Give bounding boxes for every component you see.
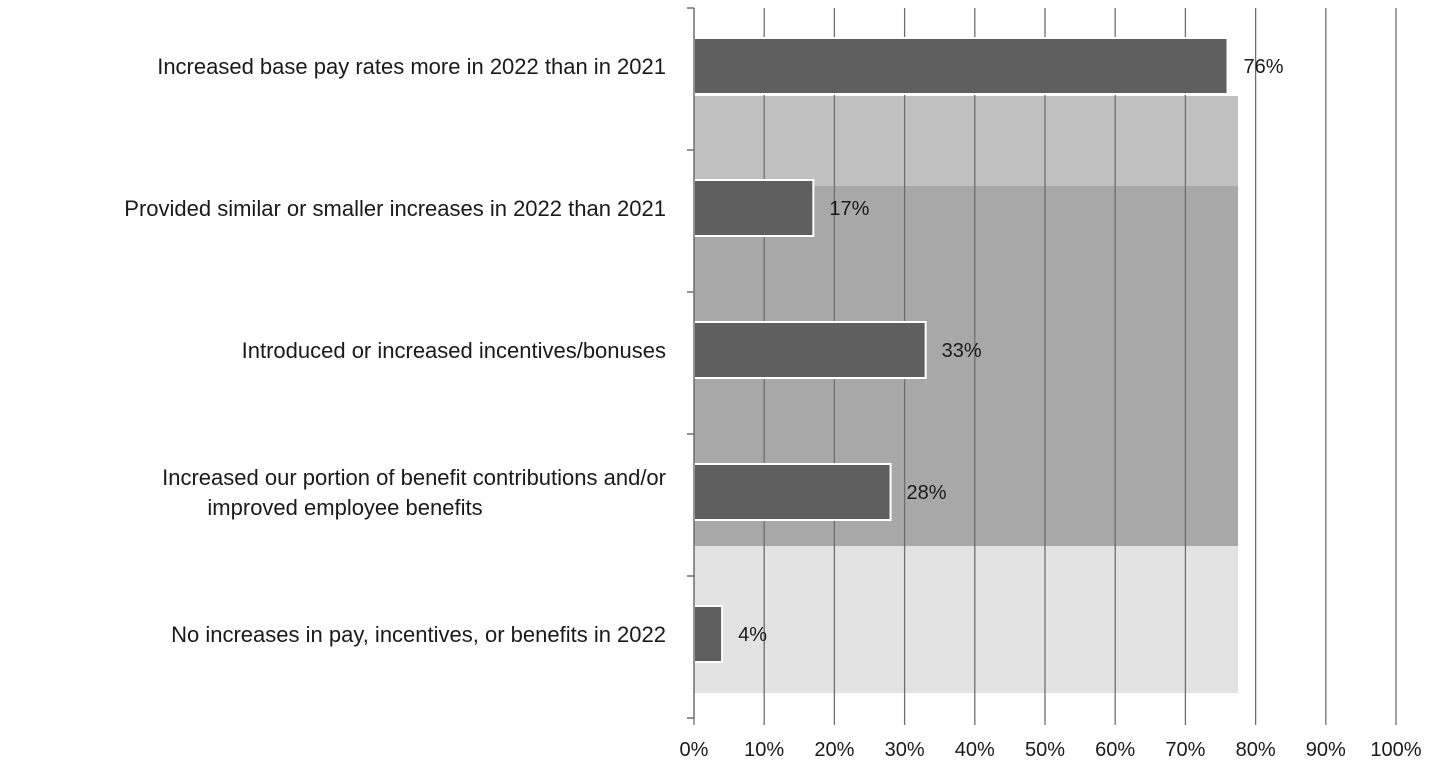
x-tick-label: 70% (1165, 739, 1205, 761)
category-label: Increased our portion of benefit contrib… (162, 465, 666, 490)
x-tick-labels: 0% 10% 20% 30% 40% 50% 60% 70% 80% 90% 100% (680, 739, 1422, 761)
bar (693, 179, 815, 237)
x-tick-label: 30% (885, 739, 925, 761)
gridlines (763, 8, 1397, 718)
category-labels: Increased base pay rates more in 2022 th… (124, 54, 666, 647)
category-label: improved employee benefits (207, 495, 482, 520)
x-tick-label: 50% (1025, 739, 1065, 761)
x-tick-label: 80% (1236, 739, 1276, 761)
category-label: No increases in pay, incentives, or bene… (171, 622, 666, 647)
x-tick-label: 10% (744, 739, 784, 761)
bar (693, 37, 1229, 95)
data-labels: 76% 17% 33% 28% 4% (738, 56, 1284, 646)
data-label: 28% (907, 482, 947, 504)
data-label: 33% (942, 340, 982, 362)
background-band (694, 96, 1239, 186)
bar (693, 605, 724, 663)
bar (693, 463, 892, 521)
bars (693, 37, 1229, 663)
x-tick-label: 20% (814, 739, 854, 761)
background-band (694, 546, 1239, 693)
x-tick-label: 60% (1095, 739, 1135, 761)
axes (687, 7, 1397, 725)
bar (693, 321, 927, 379)
x-tick-label: 0% (680, 739, 709, 761)
category-label: Increased base pay rates more in 2022 th… (157, 54, 666, 79)
x-tick-label: 90% (1306, 739, 1346, 761)
category-label: Provided similar or smaller increases in… (124, 196, 666, 221)
x-tick-label: 100% (1370, 739, 1421, 761)
data-label: 76% (1244, 56, 1284, 78)
x-tick-label: 40% (955, 739, 995, 761)
category-label: Introduced or increased incentives/bonus… (242, 338, 666, 363)
data-label: 4% (738, 624, 767, 646)
data-label: 17% (829, 198, 869, 220)
